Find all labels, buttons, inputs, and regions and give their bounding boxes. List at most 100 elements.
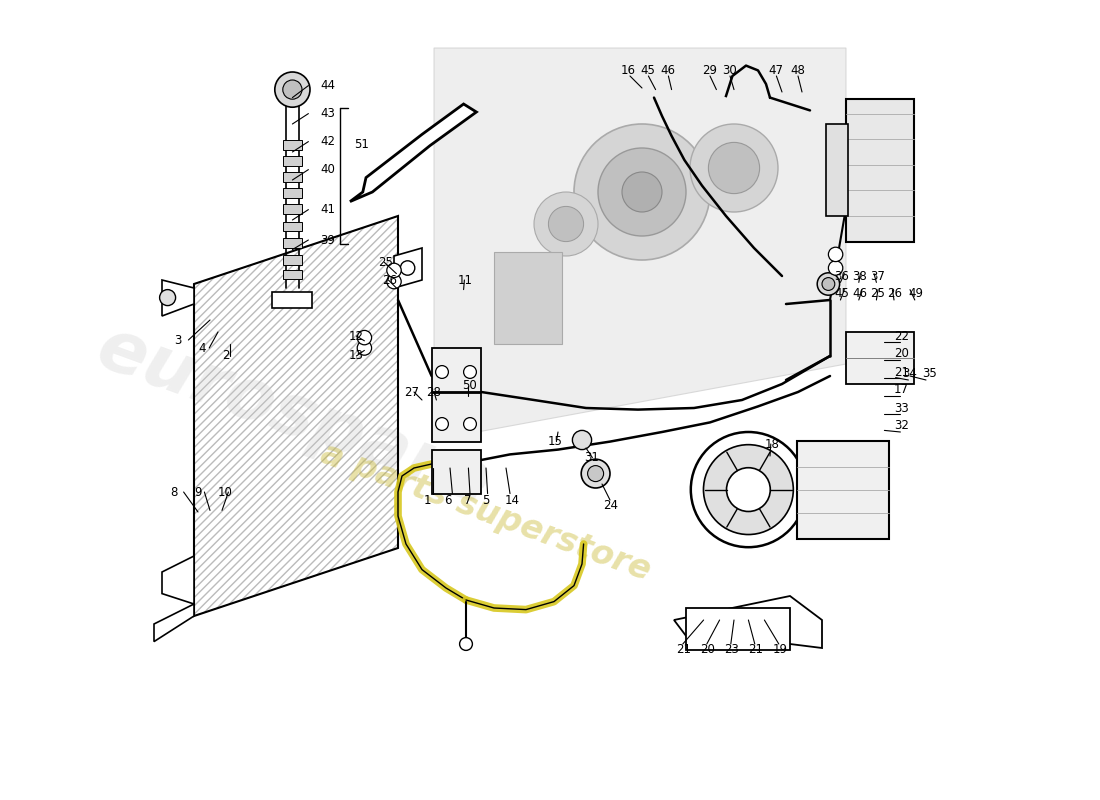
Text: 45: 45 (640, 64, 656, 77)
Bar (826, 124, 848, 216)
Circle shape (534, 192, 598, 256)
Text: 33: 33 (894, 402, 909, 414)
Circle shape (572, 430, 592, 450)
Circle shape (436, 366, 449, 378)
Text: 35: 35 (922, 367, 937, 380)
Text: 12: 12 (349, 330, 363, 342)
Circle shape (574, 124, 710, 260)
Circle shape (587, 466, 604, 482)
Text: 42: 42 (320, 135, 336, 148)
Polygon shape (434, 48, 846, 440)
Polygon shape (154, 604, 194, 642)
Circle shape (283, 80, 302, 99)
Circle shape (726, 468, 770, 511)
Text: 39: 39 (320, 234, 336, 246)
Text: 21: 21 (748, 643, 763, 656)
Text: 43: 43 (320, 107, 336, 120)
Text: 45: 45 (834, 287, 849, 300)
Circle shape (822, 278, 835, 290)
Bar (431, 450, 481, 494)
Text: 11: 11 (458, 274, 473, 286)
Text: 13: 13 (349, 350, 363, 362)
Text: 36: 36 (834, 270, 849, 282)
Text: 7: 7 (463, 494, 471, 506)
Bar (283, 188, 302, 198)
Text: 22: 22 (894, 330, 909, 342)
Text: 18: 18 (764, 438, 779, 450)
Text: 37: 37 (870, 270, 884, 282)
Circle shape (358, 341, 372, 355)
Text: 40: 40 (320, 163, 336, 176)
Polygon shape (162, 556, 194, 604)
Text: 19: 19 (772, 643, 788, 656)
Bar (846, 332, 914, 384)
Text: 14: 14 (505, 494, 519, 506)
Text: 50: 50 (462, 379, 476, 392)
Circle shape (581, 459, 611, 488)
Text: 9: 9 (194, 486, 201, 498)
Circle shape (828, 247, 843, 262)
Circle shape (690, 124, 778, 212)
Text: 4: 4 (198, 342, 206, 354)
Text: 47: 47 (769, 64, 783, 77)
Circle shape (160, 290, 176, 306)
Circle shape (358, 330, 372, 345)
Bar (283, 255, 302, 265)
Text: 41: 41 (320, 203, 336, 216)
Bar (283, 156, 302, 166)
Bar (494, 252, 562, 344)
Text: 16: 16 (620, 64, 636, 77)
Circle shape (621, 172, 662, 212)
Circle shape (691, 432, 806, 547)
Text: 21: 21 (676, 643, 692, 656)
Circle shape (817, 273, 839, 295)
Bar (283, 238, 302, 248)
Text: eurospare: eurospare (88, 313, 500, 519)
Text: 25: 25 (870, 287, 884, 300)
Bar (846, 99, 914, 242)
Text: 20: 20 (894, 347, 909, 360)
Text: 34: 34 (902, 367, 917, 380)
Text: 23: 23 (725, 643, 739, 656)
Circle shape (387, 263, 402, 278)
Circle shape (708, 142, 760, 194)
Text: 46: 46 (852, 287, 868, 300)
Polygon shape (394, 248, 422, 288)
Text: 31: 31 (584, 451, 600, 464)
Circle shape (549, 206, 584, 242)
Bar (283, 222, 302, 231)
Text: 6: 6 (444, 494, 452, 506)
Circle shape (387, 274, 402, 289)
Text: 28: 28 (426, 386, 441, 398)
Text: 48: 48 (790, 64, 805, 77)
Text: 27: 27 (405, 386, 419, 398)
Bar (431, 348, 481, 392)
Text: 1: 1 (424, 494, 431, 506)
Text: 32: 32 (894, 419, 909, 432)
Text: 29: 29 (702, 64, 717, 77)
Text: 24: 24 (604, 499, 618, 512)
Text: 3: 3 (174, 334, 182, 346)
Polygon shape (674, 596, 822, 648)
Text: 21: 21 (894, 366, 909, 378)
Bar (283, 172, 302, 182)
Text: 46: 46 (660, 64, 675, 77)
Bar (283, 204, 302, 214)
Text: 26: 26 (382, 274, 397, 286)
Text: 26: 26 (888, 287, 903, 300)
Bar (431, 393, 481, 442)
Circle shape (828, 261, 843, 275)
Text: 5: 5 (482, 494, 490, 506)
Text: 44: 44 (320, 79, 336, 92)
Circle shape (436, 418, 449, 430)
Circle shape (463, 366, 476, 378)
Circle shape (598, 148, 686, 236)
Text: 17: 17 (894, 383, 909, 396)
Bar (686, 608, 790, 650)
Text: 8: 8 (170, 486, 177, 498)
Circle shape (275, 72, 310, 107)
Polygon shape (194, 216, 398, 616)
Polygon shape (162, 280, 194, 316)
Text: 20: 20 (701, 643, 715, 656)
Text: a parts superstore: a parts superstore (317, 437, 656, 587)
